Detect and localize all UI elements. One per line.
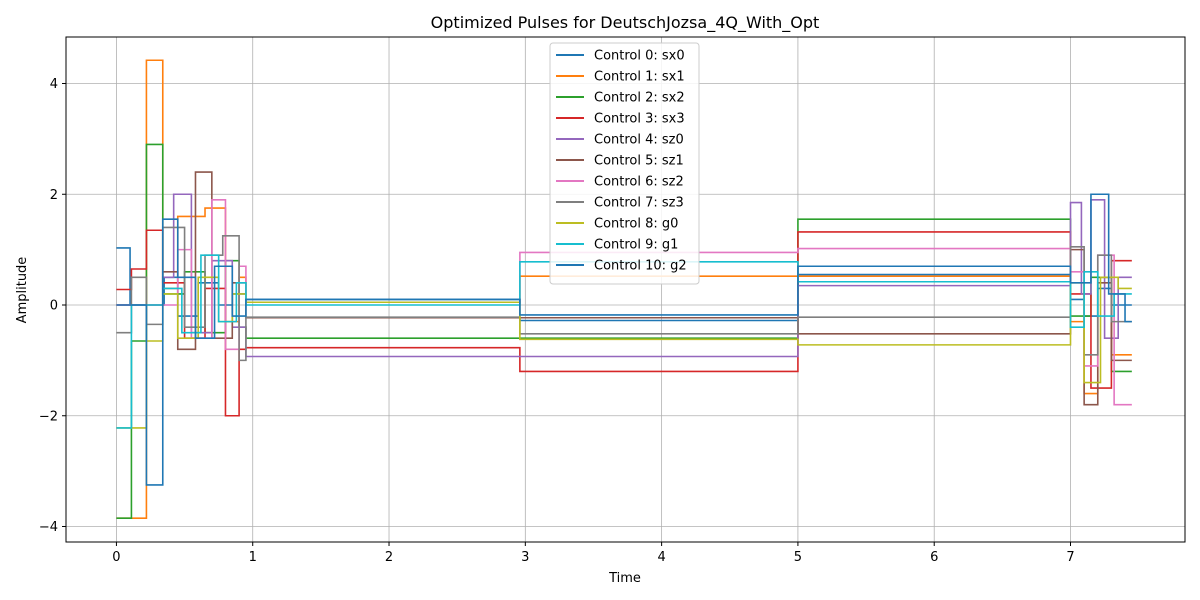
y-tick-label: 4 [50, 77, 58, 92]
legend-label: Control 7: sz3 [594, 196, 684, 211]
series-lines [116, 59, 1132, 519]
y-tick-label: 2 [50, 188, 58, 203]
x-tick-label: 6 [930, 550, 938, 565]
series-line-4 [116, 193, 1132, 358]
legend-label: Control 8: g0 [594, 217, 678, 232]
legend-label: Control 6: sz2 [594, 175, 684, 190]
plot-frame [65, 36, 1186, 543]
x-tick-label: 7 [1066, 550, 1074, 565]
x-tick-label: 3 [521, 550, 529, 565]
legend-label: Control 9: g1 [594, 238, 678, 253]
x-axis: 0 1 2 3 4 5 6 7 [112, 542, 1075, 565]
y-tick-label: 0 [50, 299, 58, 314]
x-tick-label: 4 [657, 550, 665, 565]
legend-label: Control 4: sz0 [594, 133, 684, 148]
legend: Control 0: sx0 Control 1: sx1 Control 2: s… [549, 42, 700, 285]
series-line-7 [116, 226, 1132, 362]
y-axis: −4 −2 0 2 4 [39, 77, 66, 535]
x-tick-label: 0 [112, 550, 120, 565]
legend-frame [549, 42, 700, 285]
chart-title: Optimized Pulses for DeutschJozsa_4Q_Wit… [431, 13, 820, 33]
legend-label: Control 5: sz1 [594, 154, 684, 169]
legend-label: Control 1: sx1 [594, 70, 685, 85]
y-tick-label: −2 [39, 409, 58, 424]
y-axis-label: Amplitude [15, 257, 30, 324]
legend-label: Control 10: g2 [594, 259, 687, 274]
x-tick-label: 2 [385, 550, 393, 565]
legend-label: Control 0: sx0 [594, 49, 685, 64]
legend-label: Control 2: sx2 [594, 91, 685, 106]
x-tick-label: 5 [794, 550, 802, 565]
y-tick-label: −4 [39, 520, 58, 535]
x-axis-label: Time [608, 571, 641, 586]
x-tick-label: 1 [249, 550, 257, 565]
legend-label: Control 3: sx3 [594, 112, 685, 127]
series-line-10 [116, 193, 1132, 486]
